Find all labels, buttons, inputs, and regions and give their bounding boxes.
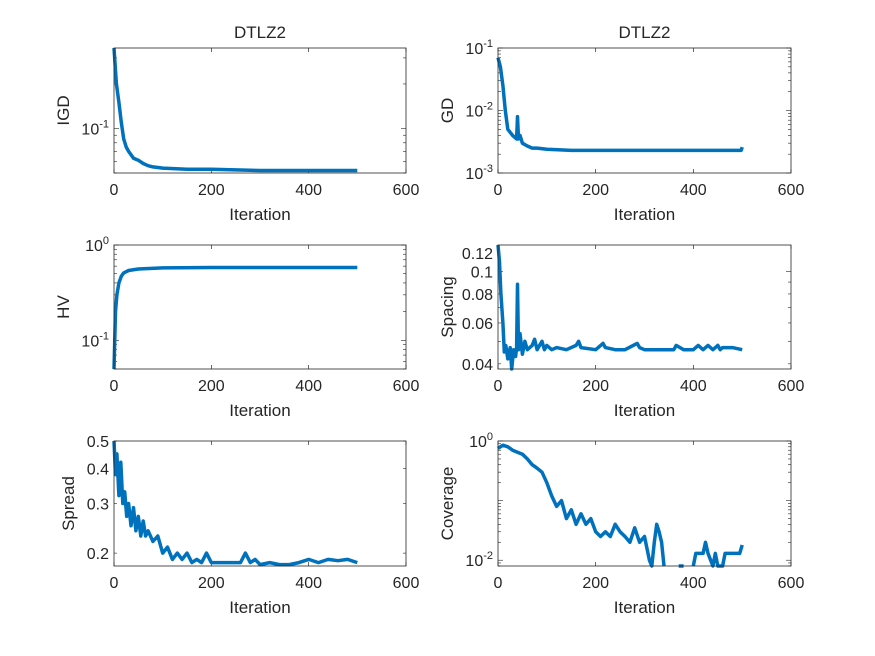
plot-area: [114, 245, 406, 369]
x-tick-label: 400: [680, 378, 707, 395]
subplot-spacing: 0 200 400 600 0.04 0.06 0.08 0.10.12 Iteration Sp…: [438, 244, 805, 420]
y-tick-label: 0.5: [87, 434, 109, 451]
series-line: [496, 244, 743, 371]
y-tick-label: 0.04: [462, 357, 493, 374]
tick-exponent: 0: [103, 235, 109, 247]
axes-box: [497, 244, 792, 370]
tick-exponent: -1: [99, 330, 109, 342]
y-tick-label: 10-1: [81, 330, 109, 350]
x-tick-label: 600: [393, 182, 420, 199]
x-axis-label: Iteration: [614, 205, 675, 224]
x-tick-label: 0: [110, 378, 119, 395]
tick-base: 10: [465, 553, 483, 570]
series-line: [112, 440, 358, 567]
axes-box: [113, 244, 407, 370]
y-axis-label: HV: [54, 295, 73, 319]
y-tick-label: 100: [85, 235, 109, 255]
plot-area: [114, 441, 406, 566]
axes-box: [113, 47, 407, 174]
x-tick-label: 0: [494, 378, 503, 395]
y-tick-label: 10-3: [465, 163, 493, 183]
tick-exponent: -1: [483, 38, 493, 50]
series-line: [112, 47, 358, 173]
x-tick-label: 600: [778, 182, 805, 199]
y-tick-label: 0.4: [87, 461, 109, 478]
tick-exponent: -3: [483, 163, 493, 175]
x-axis-label: Iteration: [229, 205, 290, 224]
x-axis-label: Iteration: [229, 401, 290, 420]
x-tick-label: 400: [295, 575, 322, 592]
x-tick-label: 200: [582, 575, 609, 592]
tick-exponent: 0: [487, 431, 493, 443]
x-tick-label: 600: [778, 575, 805, 592]
y-tick-label: 100: [469, 431, 493, 451]
y-tick-label: 0.1: [471, 264, 493, 281]
tick-base: 10: [81, 121, 99, 138]
tick-exponent: -2: [483, 101, 493, 113]
y-tick-label: 10-2: [465, 550, 493, 570]
series-line: [112, 265, 358, 370]
x-tick-label: 0: [494, 575, 503, 592]
x-tick-label: 600: [393, 575, 420, 592]
x-axis-label: Iteration: [614, 598, 675, 617]
tick-exponent: -2: [483, 550, 493, 562]
plot-area: [114, 48, 406, 173]
y-tick-label: 0.2: [87, 546, 109, 563]
x-tick-label: 600: [778, 378, 805, 395]
x-tick-label: 600: [393, 378, 420, 395]
series-line: [496, 57, 744, 153]
x-tick-label: 200: [582, 378, 609, 395]
plot-area: [498, 48, 791, 173]
chart-title: DTLZ2: [619, 23, 671, 42]
y-tick-label: 0.12: [462, 246, 493, 263]
x-tick-label: 200: [582, 182, 609, 199]
x-tick-label: 200: [198, 575, 225, 592]
y-axis-label: GD: [438, 98, 457, 124]
tick-base: 10: [81, 333, 99, 350]
x-tick-label: 0: [494, 182, 503, 199]
axes-box: [497, 440, 792, 567]
subplot-igd: 0 200 400 600 10-1 Iteration IGD DTLZ2: [54, 23, 419, 224]
y-axis-label: Coverage: [438, 467, 457, 541]
y-axis-label: IGD: [54, 95, 73, 125]
axes-box: [113, 440, 407, 567]
x-tick-label: 200: [198, 378, 225, 395]
tick-base: 10: [85, 238, 103, 255]
x-tick-label: 0: [110, 182, 119, 199]
x-tick-label: 400: [295, 182, 322, 199]
plot-area: [498, 441, 791, 566]
x-tick-label: 400: [680, 182, 707, 199]
y-tick-label: 10-1: [81, 118, 109, 138]
y-tick-label: 0.06: [462, 316, 493, 333]
y-axis-label: Spread: [59, 476, 78, 531]
y-tick-label: 10-2: [465, 101, 493, 121]
subplot-spread: 0 200 400 600 0.2 0.3 0.4 0.5 Iteration Spread: [59, 434, 419, 617]
tick-exponent: -1: [99, 118, 109, 130]
tick-base: 10: [465, 166, 483, 183]
axes-box: [497, 47, 792, 174]
y-tick-label: 0.3: [87, 497, 109, 514]
tick-base: 10: [469, 434, 487, 451]
y-axis-label: Spacing: [438, 276, 457, 337]
x-tick-label: 0: [110, 575, 119, 592]
x-tick-label: 400: [295, 378, 322, 395]
y-tick-label: 0.08: [462, 287, 493, 304]
tick-base: 10: [465, 41, 483, 58]
x-tick-label: 200: [198, 182, 225, 199]
chart-title: DTLZ2: [234, 23, 286, 42]
x-axis-label: Iteration: [229, 598, 290, 617]
x-axis-label: Iteration: [614, 401, 675, 420]
y-tick-label: 10-1: [465, 38, 493, 58]
tick-base: 10: [465, 104, 483, 121]
x-tick-label: 400: [680, 575, 707, 592]
